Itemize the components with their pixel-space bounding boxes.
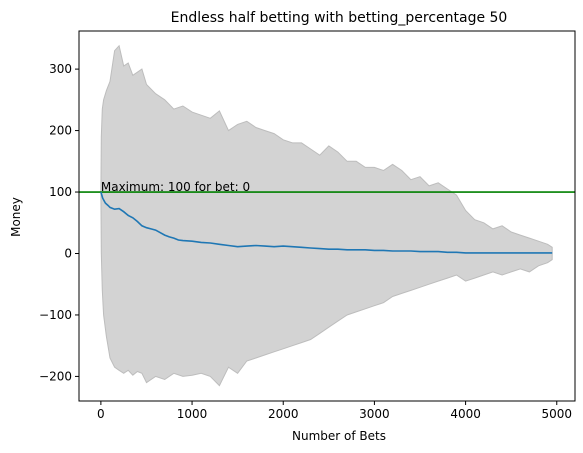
maximum-annotation: Maximum: 100 for bet: 0 <box>101 180 250 194</box>
mean-money-line <box>100 191 553 254</box>
x-tick-label: 4000 <box>450 407 481 421</box>
x-tick-label: 3000 <box>359 407 390 421</box>
x-tick-label: 0 <box>97 407 105 421</box>
x-axis-label: Number of Bets <box>292 429 386 443</box>
y-tick-label: −100 <box>39 308 72 322</box>
y-tick-label: 100 <box>49 185 72 199</box>
y-axis-ticks: −200 −100 0 100 200 300 <box>39 62 79 383</box>
y-tick-label: 200 <box>49 124 72 138</box>
y-tick-label: −200 <box>39 369 72 383</box>
y-tick-label: 300 <box>49 62 72 76</box>
x-tick-label: 5000 <box>541 407 572 421</box>
x-axis-ticks: 0 1000 2000 3000 4000 5000 <box>97 401 572 421</box>
chart-title: Endless half betting with betting_percen… <box>171 10 508 26</box>
confidence-band <box>100 44 553 387</box>
x-tick-label: 2000 <box>268 407 299 421</box>
x-tick-label: 1000 <box>177 407 208 421</box>
band-area <box>100 44 553 387</box>
axes-frame <box>78 30 576 402</box>
mean-series-line <box>100 191 553 254</box>
y-tick-label: 0 <box>64 246 72 260</box>
y-axis-label: Money <box>9 197 23 237</box>
